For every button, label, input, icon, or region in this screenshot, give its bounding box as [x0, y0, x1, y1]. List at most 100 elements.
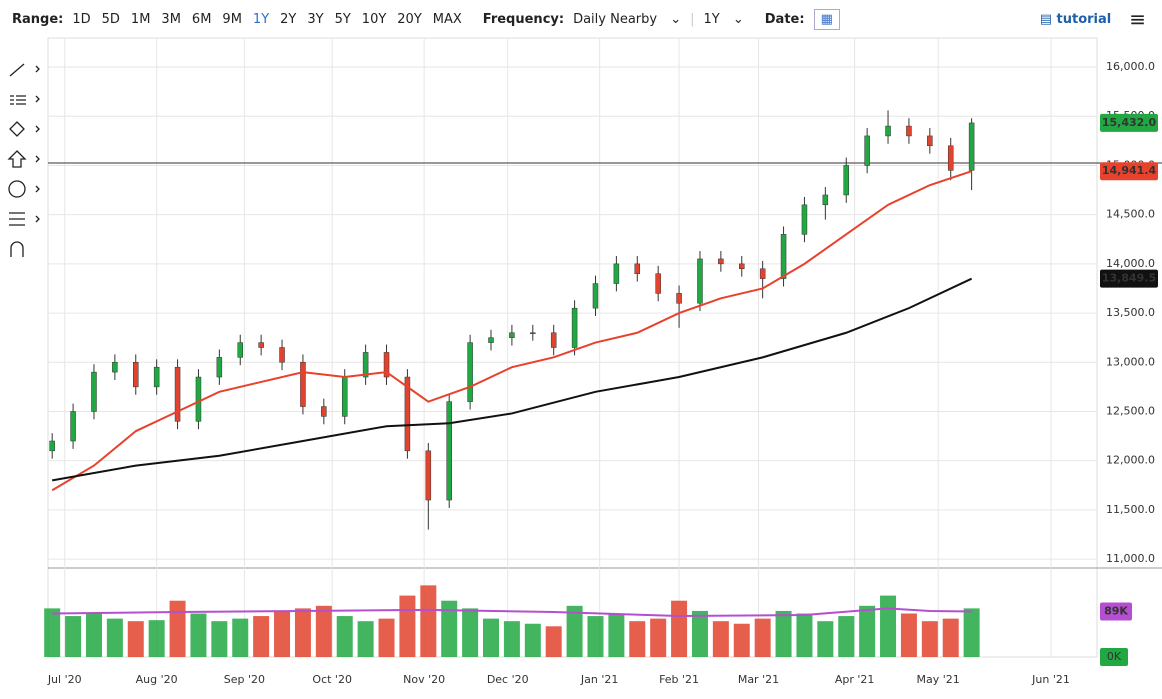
- range-button[interactable]: 20Y: [397, 11, 422, 27]
- y-tick-label: 16,000.0: [1106, 60, 1155, 73]
- price-tag: [1100, 113, 1158, 132]
- range-button[interactable]: 10Y: [361, 11, 387, 27]
- candle-body: [341, 376, 348, 417]
- date-button[interactable]: ▦: [813, 8, 840, 30]
- y-tick-label: 11,500.0: [1106, 503, 1155, 516]
- volume-bar: [566, 605, 583, 657]
- candle-body: [237, 342, 243, 358]
- tutorial: tutorial: [1056, 11, 1112, 27]
- candle-body: [404, 376, 411, 452]
- candle-body: [634, 263, 641, 274]
- volume-bar: [211, 621, 228, 657]
- candle-body: [112, 362, 118, 373]
- x-tick-label: Dec '20: [487, 673, 529, 686]
- volume-bar: [441, 600, 458, 657]
- volume-axis-tag: [1100, 648, 1128, 666]
- x-tick-label: Feb '21: [659, 673, 699, 686]
- range-button[interactable]: 5Y: [334, 11, 351, 27]
- range-button[interactable]: 2Y: [280, 11, 297, 27]
- volume-bar: [775, 610, 792, 657]
- volume-bar: [274, 610, 291, 657]
- range-button[interactable]: MAX: [432, 11, 462, 27]
- volume-bar: [294, 608, 311, 657]
- y-tick-label: 11,000.0: [1106, 552, 1155, 565]
- range-button[interactable]: 1M: [130, 11, 151, 27]
- x-tick-label: Jul '20: [47, 673, 82, 686]
- volume-bar: [253, 616, 270, 657]
- volume-bar: [232, 618, 249, 657]
- moving-average: [52, 277, 973, 482]
- fib-tool[interactable]: [10, 95, 26, 105]
- range-button[interactable]: 1Y: [252, 11, 270, 27]
- candle-body: [133, 362, 139, 388]
- volume-bar: [462, 608, 479, 657]
- candle-body: [697, 258, 703, 304]
- candle-body: [467, 342, 473, 402]
- range-button[interactable]: 1D: [72, 11, 91, 27]
- candle-body: [362, 352, 369, 378]
- menu[interactable]: ≡: [1129, 7, 1146, 31]
- range-button[interactable]: 9M: [222, 11, 242, 27]
- volume-bar: [44, 608, 61, 657]
- range-button[interactable]: 3Y: [307, 11, 324, 27]
- drawing-tools: [7, 63, 40, 257]
- volume-bar: [733, 623, 750, 657]
- candle-body: [488, 337, 494, 343]
- volume-bar: [671, 600, 688, 657]
- candle-body: [718, 258, 724, 265]
- candle-body: [676, 293, 682, 304]
- candle-body: [216, 357, 223, 378]
- range-label: Range:: [12, 11, 64, 27]
- volume-tick-label: 0K: [1107, 650, 1122, 663]
- volume-bar: [859, 605, 876, 657]
- volume-bar: [399, 595, 416, 657]
- candle-body: [425, 450, 432, 501]
- tutorial-link[interactable]: ▤ tutorial: [1039, 11, 1112, 27]
- volume-tag: [1100, 602, 1132, 621]
- volume-bar: [754, 618, 771, 657]
- volume-bar: [650, 618, 667, 657]
- candle-body: [550, 332, 557, 348]
- volume-bar: [315, 605, 332, 657]
- volume-bar: [148, 620, 165, 657]
- range-button[interactable]: 3M: [161, 11, 181, 27]
- period: 1Y: [703, 11, 720, 27]
- candle-body: [968, 122, 975, 171]
- candle-body: [258, 342, 264, 348]
- y-tick-label: 14,500.0: [1106, 208, 1155, 221]
- date-label: Date:: [764, 11, 805, 27]
- volume-bar: [190, 613, 207, 657]
- range-button[interactable]: 5D: [101, 11, 120, 27]
- candle-body: [446, 401, 452, 501]
- magnet-tool[interactable]: [10, 241, 24, 257]
- pattern-tool[interactable]: [9, 212, 25, 226]
- x-tick-label: Jan '21: [580, 673, 618, 686]
- candle-body: [49, 440, 55, 452]
- toolbar: Range: 1D 5D 1M 3M 6M 9M 1Y 2Y 3Y 5Y 10Y 20Y MAX Fre…: [12, 7, 1146, 31]
- count-tool[interactable]: [8, 180, 26, 198]
- arrow-tool[interactable]: [7, 150, 27, 168]
- frequency-select[interactable]: Daily Nearby ⌄: [573, 11, 682, 27]
- x-tick-label: Jun '21: [1031, 673, 1070, 686]
- period-select[interactable]: 1Y ⌄: [703, 11, 744, 27]
- shape-tool[interactable]: [9, 121, 25, 137]
- candle-body: [927, 135, 933, 147]
- frequency: Daily Nearby: [573, 11, 658, 27]
- line-tool[interactable]: [9, 63, 25, 77]
- price-tag-label: 14,941.4: [1102, 164, 1157, 177]
- range-button[interactable]: 6M: [191, 11, 212, 27]
- volume-bar: [963, 608, 980, 657]
- volume-bar: [545, 626, 562, 657]
- volume-bar: [106, 618, 123, 657]
- x-tick-label: Nov '20: [403, 673, 445, 686]
- volume-bar: [378, 618, 395, 657]
- volume-bar: [85, 613, 102, 657]
- x-tick-label: Apr '21: [835, 673, 875, 686]
- candle-body: [509, 332, 515, 338]
- volume-bar: [817, 621, 834, 657]
- x-tick-label: Aug '20: [136, 673, 178, 686]
- price-tag-label: 13,849.5: [1102, 272, 1156, 285]
- volume-bar: [587, 616, 604, 657]
